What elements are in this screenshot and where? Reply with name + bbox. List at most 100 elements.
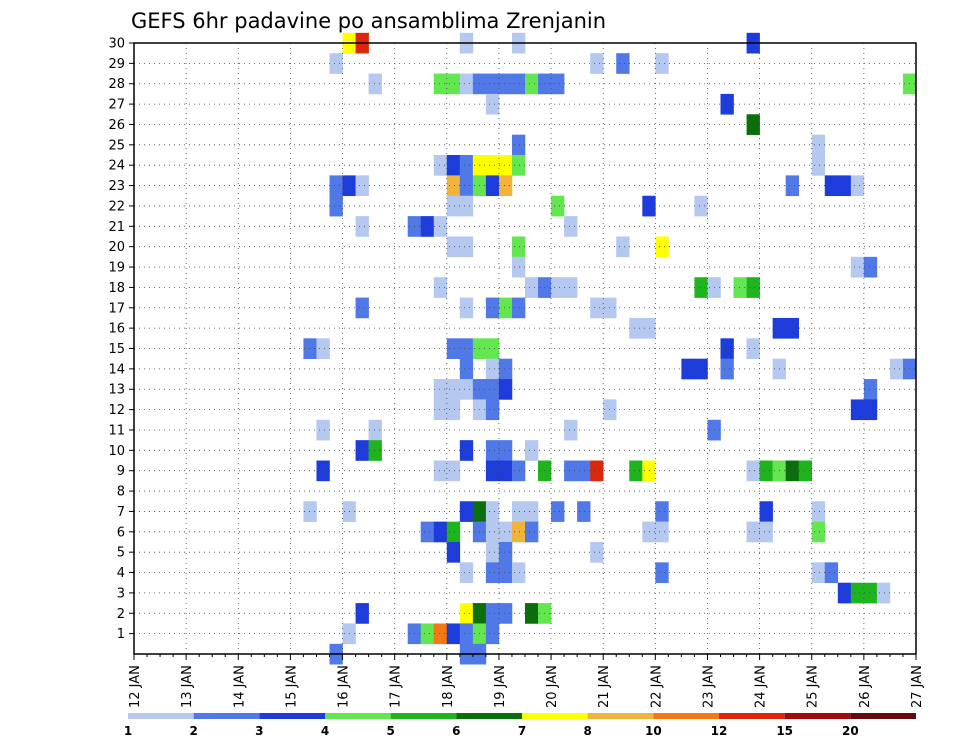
y-tick-label: 5	[117, 546, 125, 561]
x-tick-label: 20 JAN	[545, 665, 560, 708]
heatmap-cell	[485, 175, 500, 197]
heatmap-cell	[863, 399, 878, 421]
heatmap-cell	[433, 379, 448, 400]
heatmap-cell	[446, 73, 461, 95]
heatmap-cell	[785, 317, 799, 339]
heatmap-cell	[590, 297, 604, 319]
heatmap-cell	[577, 501, 591, 522]
heatmap-cell	[655, 53, 669, 74]
y-tick-label: 9	[117, 464, 125, 479]
heatmap-cell	[863, 379, 878, 400]
heatmap-cell	[459, 195, 474, 217]
heatmap-cell	[420, 216, 435, 237]
heatmap-cell	[694, 277, 708, 298]
heatmap-cell	[485, 399, 500, 421]
heatmap-cell	[850, 175, 865, 197]
y-tick-label: 15	[108, 342, 125, 357]
color-legend: 1 2 3 4 5 6 7 8 10 12 15 20	[124, 713, 916, 738]
heatmap-cell	[459, 155, 474, 176]
y-tick-label: 16	[108, 322, 125, 337]
heatmap-cell	[811, 134, 826, 156]
heatmap-cell	[785, 175, 799, 197]
y-tick-label: 7	[117, 505, 125, 520]
y-tick-label: 14	[108, 362, 125, 377]
heatmap-cell	[577, 460, 591, 482]
heatmap-cell	[433, 399, 448, 421]
heatmap-cell	[798, 460, 813, 482]
heatmap-cell	[720, 358, 734, 380]
heatmap-cell	[355, 175, 369, 197]
y-tick-label: 27	[108, 98, 125, 113]
heatmap-cell	[433, 216, 448, 237]
y-tick-label: 18	[108, 281, 125, 296]
legend-label: 4	[321, 724, 329, 738]
heatmap-cell	[485, 297, 500, 319]
heatmap-cell	[433, 277, 448, 298]
legend-swatch	[128, 713, 194, 719]
heatmap-cell	[511, 562, 526, 584]
heatmap-cell	[459, 501, 474, 522]
x-tick-label: 13 JAN	[180, 665, 195, 708]
heatmap-cell	[485, 358, 500, 380]
heatmap-cell	[420, 521, 435, 543]
legend-swatch	[456, 713, 522, 719]
legend-swatch	[193, 713, 260, 719]
heatmap-cell	[511, 460, 526, 482]
heatmap-cell	[759, 460, 773, 482]
heatmap-cell	[498, 73, 513, 95]
legend-swatch	[587, 713, 654, 719]
heatmap-cell	[850, 399, 865, 421]
heatmap-cell	[498, 358, 513, 380]
y-tick-label: 8	[117, 485, 125, 500]
heatmap-cell	[759, 521, 773, 543]
heatmap-cell	[498, 603, 513, 624]
y-tick-label: 2	[117, 607, 125, 622]
heatmap-cell	[433, 460, 448, 482]
heatmap-cell	[525, 501, 539, 522]
heatmap-cell	[511, 256, 526, 278]
heatmap-cell	[446, 338, 461, 359]
heatmap-cell	[446, 379, 461, 400]
heatmap-cell	[863, 256, 878, 278]
x-tick-label: 26 JAN	[858, 665, 873, 708]
heatmap-cell	[485, 541, 500, 563]
y-tick-label: 26	[108, 118, 125, 133]
heatmap-cell	[446, 175, 461, 197]
chart-title: GEFS 6hr padavine po ansamblima Zrenjani…	[131, 9, 606, 33]
heatmap-cell	[525, 73, 539, 95]
heatmap-cell	[459, 175, 474, 197]
x-tick-label: 18 JAN	[441, 665, 456, 708]
y-tick-label: 23	[108, 179, 125, 194]
legend-swatch	[850, 713, 916, 719]
heatmap-cell	[485, 501, 500, 522]
legend-swatch	[390, 713, 457, 719]
heatmap-cell	[551, 277, 565, 298]
y-tick-label: 20	[108, 240, 125, 255]
heatmap-cell	[485, 603, 500, 624]
heatmap-cell	[876, 582, 891, 604]
legend-label: 12	[711, 724, 728, 738]
heatmap-cell	[564, 216, 578, 237]
heatmap-cell	[498, 460, 513, 482]
heatmap-cell	[485, 521, 500, 543]
heatmap-cell	[498, 521, 513, 543]
heatmap-cell	[642, 317, 656, 339]
heatmap-cell	[811, 521, 826, 543]
heatmap-cell	[655, 521, 669, 543]
heatmap-cell	[355, 440, 369, 461]
heatmap-cell	[355, 603, 369, 624]
heatmap-cell	[459, 236, 474, 258]
heatmap-cell	[511, 155, 526, 176]
heatmap-cell	[485, 440, 500, 461]
heatmap-cell	[655, 562, 669, 584]
legend-label: 6	[452, 724, 460, 738]
legend-swatch	[719, 713, 785, 719]
heatmap-cell	[303, 501, 317, 522]
heatmap-cell	[511, 297, 526, 319]
heatmap-cell	[446, 541, 461, 563]
y-tick-label: 1	[117, 627, 125, 642]
heatmap-cell	[446, 460, 461, 482]
x-tick-label: 21 JAN	[597, 665, 612, 708]
heatmap-cell	[485, 379, 500, 400]
